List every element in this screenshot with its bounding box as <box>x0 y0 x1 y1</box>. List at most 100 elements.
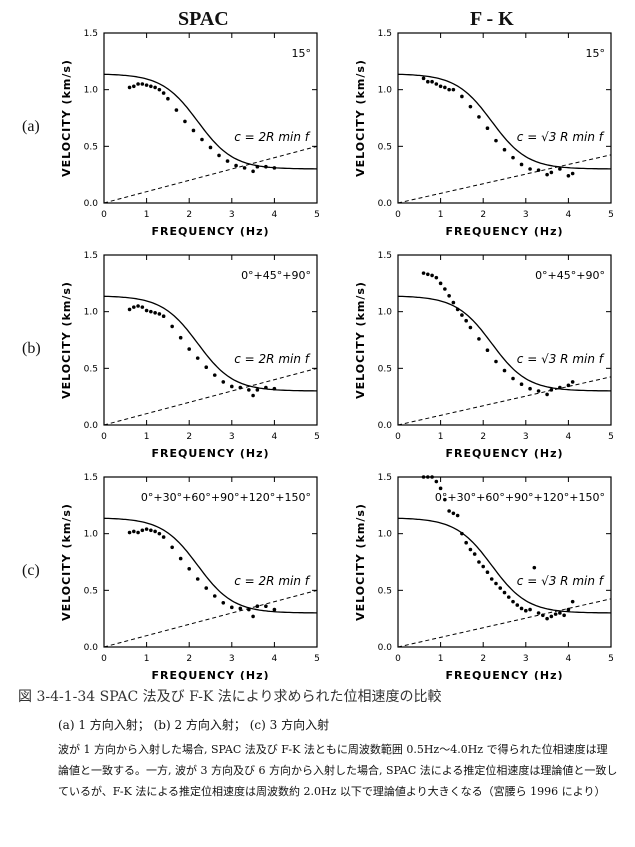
y-tick-label: 0.5 <box>84 142 98 152</box>
data-point <box>144 308 149 313</box>
data-point <box>174 108 179 112</box>
data-point <box>519 606 524 611</box>
x-tick-label: 2 <box>186 210 192 220</box>
x-tick-label: 4 <box>272 432 278 442</box>
data-point <box>545 392 549 397</box>
data-point <box>477 560 481 564</box>
x-tick-label: 1 <box>438 654 444 664</box>
x-tick-label: 3 <box>523 654 529 664</box>
figure: SPAC F - K (a) (b) (c) 0 1 2 3 4 5 0.0 0.5 1.0 1.… <box>22 8 614 682</box>
column-title-fk: F - K <box>470 8 514 30</box>
x-tick-label: 3 <box>229 432 235 442</box>
y-tick-label: 1.5 <box>84 251 98 261</box>
y-tick-label: 1.5 <box>378 251 392 261</box>
data-point <box>161 314 166 319</box>
data-point <box>566 174 571 178</box>
data-point <box>477 337 481 341</box>
plot-frame <box>397 32 612 204</box>
formula-label: c = √3 R min f <box>517 130 605 144</box>
y-axis-label: VELOCITY (km/s) <box>354 281 367 399</box>
data-point <box>421 475 426 479</box>
x-tick-label: 1 <box>144 210 150 220</box>
theoretical-curve <box>103 295 317 392</box>
data-point <box>485 570 490 574</box>
data-point <box>187 567 191 571</box>
x-tick-label: 2 <box>480 210 486 220</box>
chart-panel-c-fk: 0 1 2 3 4 5 0.0 0.5 1.0 1.5 FREQUENCY (Hz) VELOCITY… <box>354 473 614 682</box>
data-point <box>127 530 132 535</box>
data-point <box>208 145 213 150</box>
x-tick-label: 3 <box>523 432 529 442</box>
x-axis-label: FREQUENCY (Hz) <box>445 669 563 680</box>
chart-panel-a-spac: 0 1 2 3 4 5 0.0 0.5 1.0 1.5 FREQUENCY (Hz) VELOCITY… <box>60 29 320 238</box>
data-point <box>178 556 183 561</box>
data-point <box>451 511 456 516</box>
data-point <box>264 604 268 608</box>
data-point <box>225 159 230 163</box>
data-point <box>485 126 490 130</box>
data-point <box>195 577 200 581</box>
data-point <box>204 365 209 370</box>
data-point <box>447 509 451 513</box>
data-point <box>562 613 566 618</box>
data-point <box>566 607 571 612</box>
data-point <box>149 84 153 89</box>
data-point <box>170 545 174 550</box>
x-tick-label: 3 <box>229 654 235 664</box>
data-point <box>468 104 473 109</box>
data-point <box>255 164 260 169</box>
x-axis-label: FREQUENCY (Hz) <box>445 225 563 238</box>
data-point <box>502 368 507 373</box>
x-tick-label: 0 <box>101 432 107 442</box>
theoretical-curve <box>103 517 317 614</box>
data-point <box>127 85 132 90</box>
data-point <box>481 564 486 569</box>
data-point <box>434 479 439 484</box>
dispersion-line-dashed <box>397 154 612 204</box>
y-tick-label: 1.5 <box>84 29 98 39</box>
y-tick-label: 1.0 <box>84 308 99 318</box>
dispersion-line-dashed <box>103 145 318 204</box>
data-point <box>451 300 456 305</box>
data-point <box>242 166 247 170</box>
data-point <box>191 128 196 133</box>
theoretical-curve <box>397 517 611 614</box>
formula-label: c = 2R min f <box>234 130 311 144</box>
data-point <box>161 91 166 95</box>
direction-label: 0°+30°+60°+90°+120°+150° <box>141 491 311 504</box>
caption-body: 波が 1 方向から入射した場合, SPAC 法及び F-K 法ともに周波数範囲 … <box>58 743 618 798</box>
x-tick-label: 1 <box>438 210 444 220</box>
row-label-b: (b) <box>22 340 41 357</box>
data-point <box>438 486 443 491</box>
plot-frame <box>103 254 318 426</box>
dispersion-line-dashed <box>397 598 612 648</box>
data-point <box>494 138 498 143</box>
direction-label: 15° <box>292 47 312 60</box>
data-point <box>515 603 520 607</box>
x-tick-label: 3 <box>523 210 529 220</box>
x-tick-label: 4 <box>566 210 572 220</box>
charts-svg: 0 1 2 3 4 5 0.0 0.5 1.0 1.5 FREQUENCY (Hz) VELOCITY… <box>60 29 614 682</box>
data-point <box>536 611 541 615</box>
data-point <box>443 497 447 502</box>
data-point <box>468 547 473 552</box>
x-tick-label: 0 <box>101 654 107 664</box>
data-point <box>511 376 515 381</box>
data-point <box>438 281 443 286</box>
direction-label: 15° <box>586 47 606 60</box>
data-point <box>195 356 200 360</box>
formula-label: c = √3 R min f <box>517 352 605 366</box>
y-tick-label: 0.0 <box>378 421 393 431</box>
data-point <box>506 595 511 599</box>
data-point <box>434 82 439 86</box>
plot-frame <box>103 32 318 204</box>
data-point <box>132 529 136 534</box>
formula-label: c = 2R min f <box>234 352 311 366</box>
x-axis-label: FREQUENCY (Hz) <box>445 447 563 460</box>
x-tick-label: 3 <box>229 210 235 220</box>
data-point <box>438 84 443 89</box>
data-point <box>460 94 464 99</box>
data-point <box>485 348 490 353</box>
data-point <box>489 577 494 581</box>
data-point <box>251 169 255 174</box>
